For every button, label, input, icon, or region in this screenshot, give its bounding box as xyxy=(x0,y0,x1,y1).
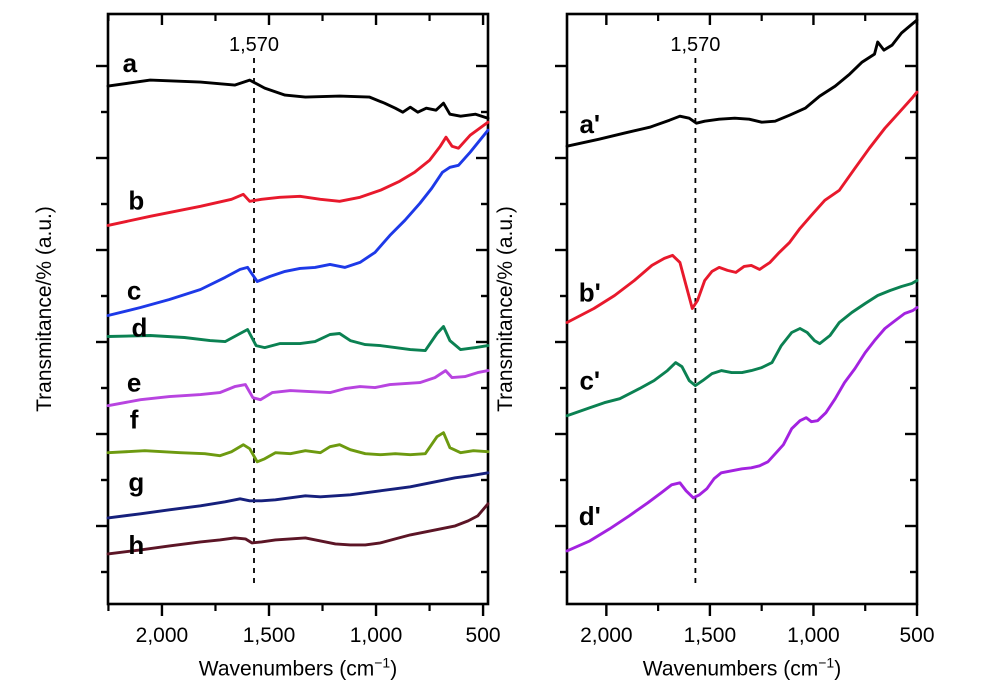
series-a'-label: a' xyxy=(579,109,600,139)
series-a-label: a xyxy=(123,48,138,78)
x-axis-title-left: Wavenumbers (cm−1) xyxy=(199,655,397,682)
series-d'-label: d' xyxy=(579,501,601,531)
x-axis-title-close: ) xyxy=(834,657,842,681)
series-g-label: g xyxy=(128,467,144,497)
series-a-curve xyxy=(106,78,490,120)
series-c-curve xyxy=(106,128,490,317)
x-axis-title-text: Wavenumbers (cm xyxy=(198,657,375,681)
x-tick-label: 1,500 xyxy=(684,624,737,647)
x-tick-label: 1,000 xyxy=(787,624,840,647)
series-c'-curve xyxy=(565,279,919,418)
series-b-curve xyxy=(106,120,490,227)
reference-line-label: 1,570 xyxy=(670,34,720,56)
x-axis-title-text: Wavenumbers (cm xyxy=(642,657,819,681)
x-axis-title-close: ) xyxy=(390,657,398,681)
reference-line-label: 1,570 xyxy=(229,34,279,56)
x-axis-title-superscript: −1 xyxy=(818,654,835,671)
x-tick-label: 1,500 xyxy=(243,624,296,647)
panel-left-border xyxy=(106,12,490,606)
series-h-curve xyxy=(106,502,490,556)
x-axis-title-superscript: −1 xyxy=(374,654,391,671)
series-e-label: e xyxy=(127,368,141,398)
series-e-curve xyxy=(106,369,490,408)
series-f-curve xyxy=(106,431,490,464)
series-h-label: h xyxy=(128,530,144,560)
x-tick-label: 500 xyxy=(466,624,501,647)
panel-right-border xyxy=(565,12,919,606)
series-b'-curve xyxy=(565,90,919,324)
series-b-label: b xyxy=(128,185,144,215)
y-axis-title-left: Transmitance/% (a.u.) xyxy=(33,206,56,412)
series-d-label: d xyxy=(132,313,148,343)
series-d'-curve xyxy=(565,306,919,553)
series-a'-curve xyxy=(565,18,919,148)
series-d-curve xyxy=(106,325,490,353)
x-tick-label: 2,000 xyxy=(580,624,633,647)
x-axis-title-right: Wavenumbers (cm−1) xyxy=(643,655,841,682)
x-tick-label: 1,000 xyxy=(350,624,403,647)
x-tick-label: 500 xyxy=(899,624,934,647)
series-b'-label: b' xyxy=(579,277,601,307)
series-g-curve xyxy=(106,471,490,520)
series-f-label: f xyxy=(130,405,139,435)
series-c'-label: c' xyxy=(579,366,600,396)
y-axis-title-right: Transmitance/% (a.u.) xyxy=(494,206,517,412)
x-tick-label: 2,000 xyxy=(136,624,189,647)
series-c-label: c xyxy=(127,275,141,305)
